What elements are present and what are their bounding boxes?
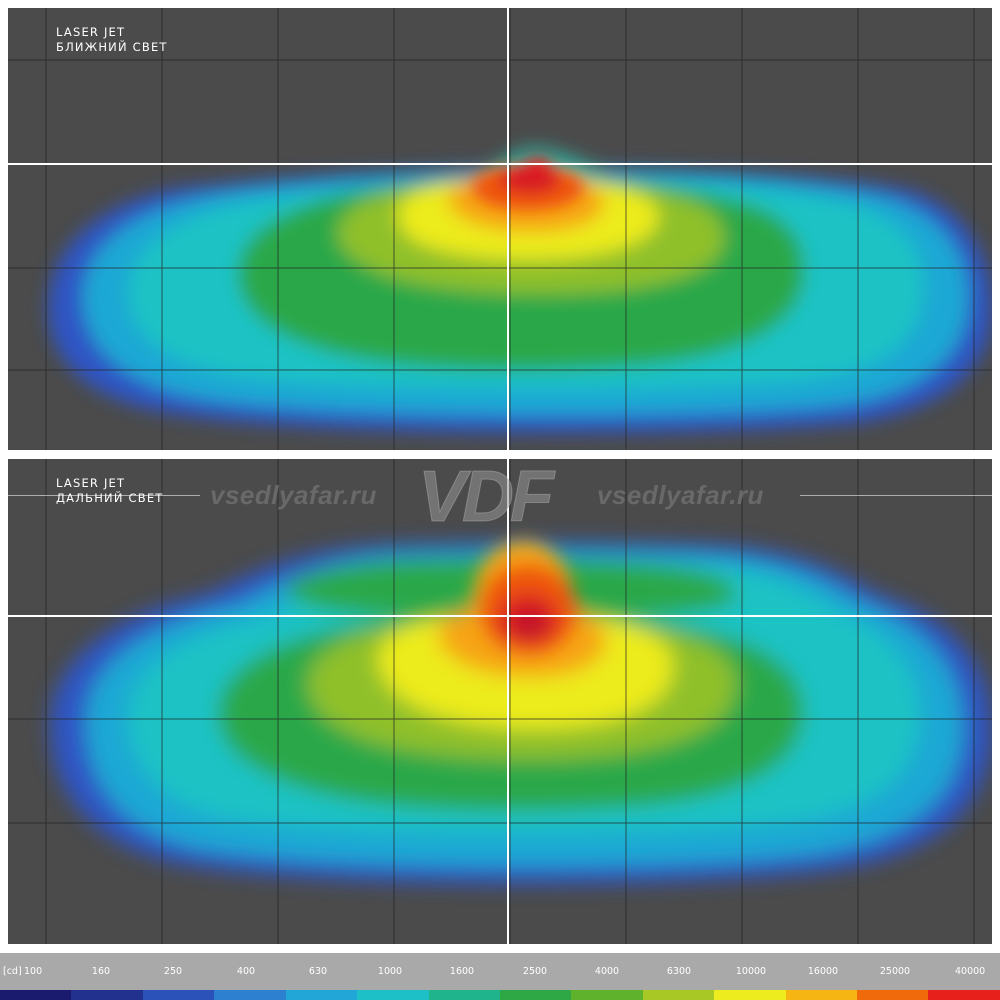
low-beam-panel: LASER JET БЛИЖНИЙ СВЕТ — [8, 8, 992, 450]
legend-swatch — [571, 990, 643, 1000]
low-beam-title: LASER JET БЛИЖНИЙ СВЕТ — [56, 25, 168, 55]
high-hotspot — [473, 541, 576, 657]
legend-swatch — [357, 990, 429, 1000]
legend-tick-label: 25000 — [879, 966, 911, 977]
high-beam-heatmap — [8, 459, 992, 944]
legend-tick-label: 1600 — [449, 966, 475, 977]
low-grid — [8, 8, 992, 450]
high-beam-panel: LASER JET ДАЛЬНИЙ СВЕТ — [8, 459, 992, 944]
legend-swatch — [928, 990, 1000, 1000]
legend-unit: [cd] — [3, 966, 22, 977]
intensity-legend: [cd] 100 160 250 400 630 1000 1600 2500 4000 6300… — [0, 953, 1000, 1000]
legend-tick-label: 40000 — [955, 966, 986, 977]
legend-tick-label: 250 — [163, 966, 183, 977]
high-beam-title-line1: LASER JET — [56, 476, 126, 490]
legend-swatch — [857, 990, 929, 1000]
low-hotspot-zone — [500, 166, 560, 194]
high-beam-title-line2: ДАЛЬНИЙ СВЕТ — [56, 491, 164, 505]
legend-swatch — [214, 990, 286, 1000]
low-beam-title-line2: БЛИЖНИЙ СВЕТ — [56, 40, 168, 54]
legend-swatch — [642, 990, 715, 1000]
legend-tick-label: 6300 — [666, 966, 692, 977]
high-beam-title: LASER JET ДАЛЬНИЙ СВЕТ — [56, 476, 164, 506]
legend-tick-label: 100 — [24, 966, 43, 977]
legend-tick-label: 400 — [236, 966, 256, 977]
high-beam — [50, 541, 992, 885]
legend-tick-label: 4000 — [594, 966, 620, 977]
legend-swatch — [142, 990, 215, 1000]
legend-swatch — [71, 990, 143, 1000]
legend-swatch — [714, 990, 786, 1000]
legend-swatch — [285, 990, 358, 1000]
legend-tick-label: 1000 — [377, 966, 403, 977]
legend-swatch — [0, 990, 72, 1000]
legend-labels: [cd] 100 160 250 400 630 1000 1600 2500 4000 6300… — [0, 953, 1000, 989]
legend-swatch — [428, 990, 500, 1000]
legend-swatch — [499, 990, 572, 1000]
high-hotspot-zone — [514, 611, 546, 637]
legend-tick-label: 16000 — [807, 966, 839, 977]
low-beam — [48, 148, 992, 434]
high-grid — [8, 459, 992, 944]
legend-swatch — [785, 990, 858, 1000]
legend-tick-label: 160 — [91, 966, 111, 977]
legend-tick-label: 10000 — [735, 966, 767, 977]
low-hotspot — [473, 158, 583, 210]
legend-color-bar — [0, 990, 1000, 1000]
legend-tick-label: 630 — [308, 966, 328, 977]
legend-tick-label: 2500 — [522, 966, 548, 977]
low-beam-heatmap — [8, 8, 992, 450]
low-beam-title-line1: LASER JET — [56, 25, 126, 39]
